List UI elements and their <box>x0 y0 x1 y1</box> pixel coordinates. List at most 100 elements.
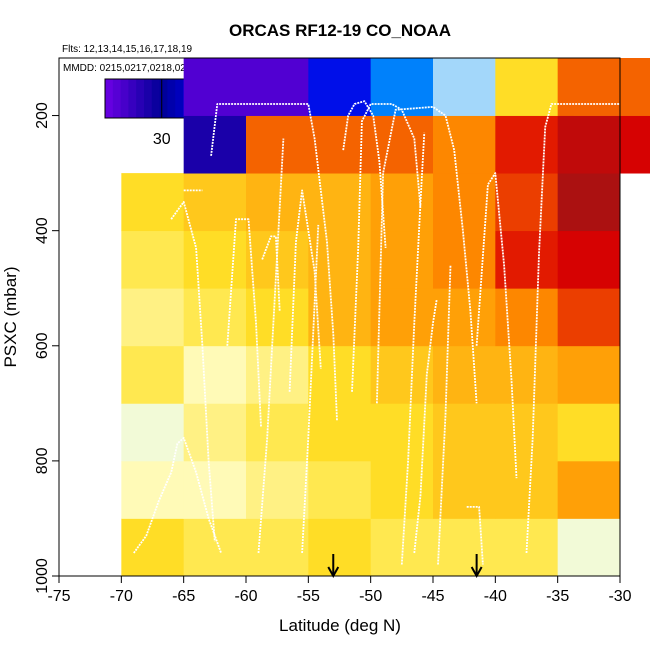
heatmap-cell <box>246 460 309 519</box>
heatmap-cell <box>183 403 247 462</box>
heatmap-cell <box>183 230 247 289</box>
x-axis-label: Latitude (deg N) <box>279 616 401 635</box>
heatmap-cell <box>370 58 434 116</box>
y-tick-label: 200 <box>34 102 51 129</box>
heatmap-cell <box>557 173 621 232</box>
y-axis-label: PSXC (mbar) <box>1 266 20 367</box>
colorbar-swatch <box>128 79 137 118</box>
heatmap-cell <box>557 58 621 116</box>
heatmap-cell <box>557 345 621 404</box>
heatmap-cell <box>557 460 621 519</box>
flight-track <box>288 189 322 392</box>
heatmap-cell <box>433 115 496 174</box>
colorbar-swatch <box>175 79 184 118</box>
heatmap-cell <box>183 518 247 577</box>
heatmap-cell <box>183 58 247 116</box>
heatmap-cell <box>495 115 559 174</box>
heatmap-cell <box>433 403 496 462</box>
heatmap-cell <box>121 403 185 462</box>
heatmap-cell <box>557 115 621 174</box>
heatmap-cell <box>620 58 650 116</box>
heatmap-cell <box>433 345 496 404</box>
heatmap-cell <box>495 288 559 347</box>
heatmap-cell <box>495 230 559 289</box>
chart-title: ORCAS RF12-19 CO_NOAA <box>229 21 451 40</box>
y-tick-label: 1000 <box>34 558 51 594</box>
flight-track <box>525 103 620 554</box>
heatmap-cell <box>183 345 247 404</box>
heatmap-cell <box>183 173 247 232</box>
heatmap-cell <box>246 115 309 174</box>
x-tick-label: -60 <box>234 588 257 605</box>
colorbar-swatch <box>105 79 114 118</box>
x-axis: -75 -70 -65 -60 -55 -50 -45 -40 -35 -30 <box>47 576 632 605</box>
flight-track <box>210 103 338 421</box>
flight-track <box>170 200 216 542</box>
heatmap-cell <box>433 460 496 519</box>
colorbar-swatch <box>151 79 161 118</box>
heatmap-cell <box>121 518 185 577</box>
heatmap-cell <box>121 288 185 347</box>
flight-track <box>437 265 452 565</box>
heatmap-cell <box>246 403 309 462</box>
heatmap-cell <box>121 345 185 404</box>
y-axis: 200 400 600 800 1000 <box>34 102 59 594</box>
x-tick-label: -30 <box>608 588 631 605</box>
heatmap-cell <box>308 518 372 577</box>
heatmap-cell <box>183 460 247 519</box>
colorbar-swatch <box>120 79 129 118</box>
flight-track <box>301 224 320 554</box>
colorbar-swatch <box>167 79 176 118</box>
dates-label: MMDD: 0215,0217,0218,0219,0222,0224,0225… <box>63 63 298 74</box>
heatmap-cell <box>121 173 185 232</box>
flight-track <box>342 100 387 248</box>
heatmap-cell <box>557 230 621 289</box>
heatmap-cell <box>370 518 434 577</box>
heatmap-cell <box>308 403 372 462</box>
x-tick-label: -40 <box>484 588 507 605</box>
flight-track <box>257 138 285 554</box>
heatmap-cells <box>121 58 650 577</box>
heatmap-cell <box>433 518 496 577</box>
x-tick-label: -75 <box>47 588 70 605</box>
flight-track <box>133 436 222 554</box>
heatmap-cell <box>495 345 559 404</box>
heatmap-cell <box>246 173 309 232</box>
x-tick-label: -70 <box>110 588 133 605</box>
y-tick-label: 600 <box>34 332 51 359</box>
heatmap-cell <box>308 345 372 404</box>
heatmap-cell <box>433 230 496 289</box>
colorbar-swatch <box>159 79 168 118</box>
heatmap-cell <box>557 403 621 462</box>
flight-track <box>475 172 518 479</box>
heatmap-cell <box>495 518 559 577</box>
heatmap-cell <box>495 173 559 232</box>
heatmap-cell <box>183 288 247 347</box>
heatmap-cell <box>495 460 559 519</box>
heatmap-cell <box>246 518 309 577</box>
flight-track <box>400 132 426 565</box>
heatmap-cell <box>308 230 372 289</box>
y-tick-label: 400 <box>34 217 51 244</box>
heatmap-cell <box>370 460 434 519</box>
colorbar-swatch <box>136 79 145 118</box>
heatmap-cell <box>246 345 309 404</box>
heatmap-cell <box>433 288 496 347</box>
heatmap-cell <box>370 288 434 347</box>
heatmap-cell <box>495 58 559 116</box>
colorbar-swatch <box>144 79 153 118</box>
plot-frame <box>58 57 621 577</box>
heatmap-cell <box>433 58 496 116</box>
heatmap-cell <box>308 58 372 116</box>
heatmap-cell <box>121 460 185 519</box>
heatmap-cell <box>121 230 185 289</box>
heatmap-cell <box>308 173 372 232</box>
heatmap-cell <box>308 288 372 347</box>
x-tick-label: -50 <box>359 588 382 605</box>
flight-track <box>351 103 422 392</box>
colorbar-tick-label: 30 <box>153 131 171 148</box>
y-tick-label: 800 <box>34 447 51 474</box>
heatmap-cell <box>557 518 621 577</box>
colorbar-swatch <box>112 79 122 118</box>
